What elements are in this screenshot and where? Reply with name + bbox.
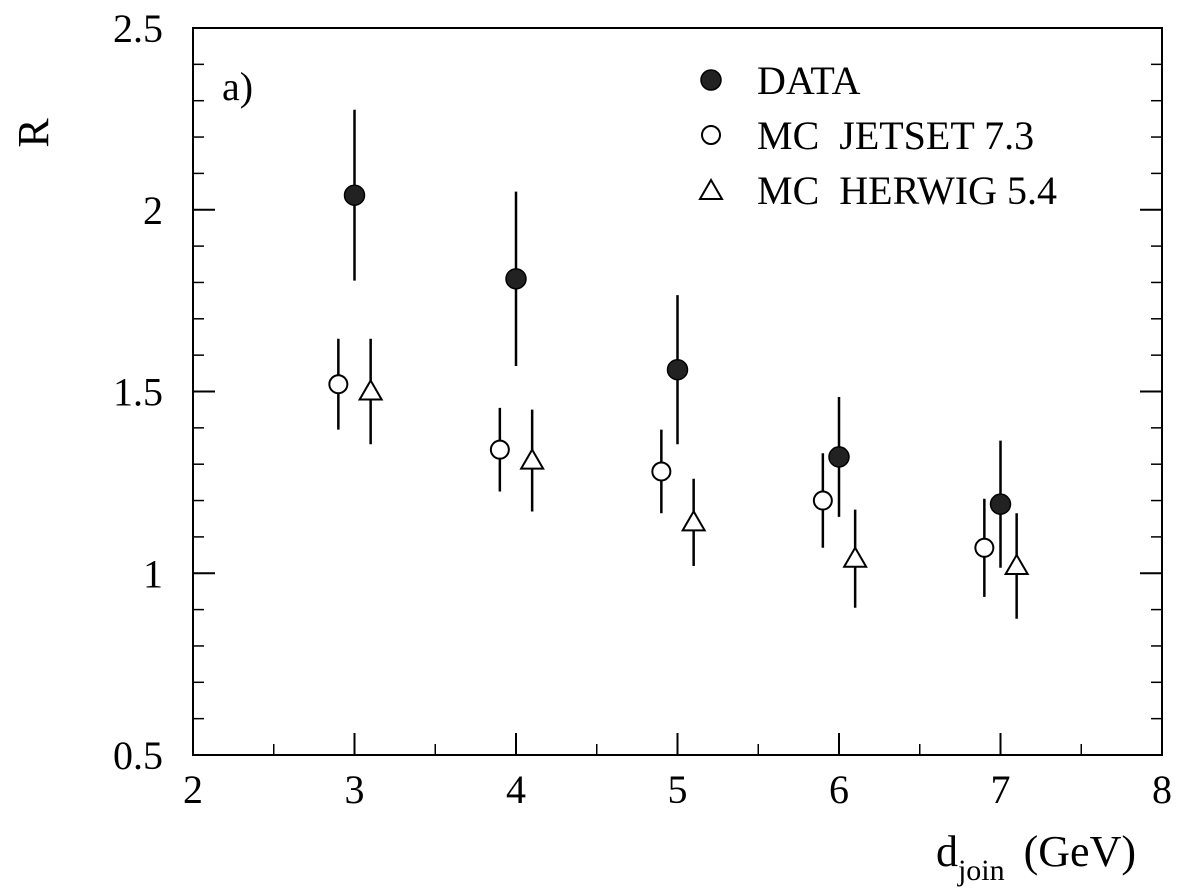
x-tick-label: 7	[991, 767, 1011, 812]
series-1	[343, 109, 1012, 568]
x-axis-ticks: 2 3 4 5 6 7 8	[183, 733, 1172, 812]
x-axis-title-main: d	[936, 827, 958, 876]
x-axis-title-subscript: join	[957, 854, 1005, 887]
legend-marker-filled-circle	[700, 69, 722, 91]
herwig-point	[519, 447, 545, 470]
jetset-point	[812, 490, 833, 511]
legend-label-herwig: MC HERWIG 5.4	[757, 168, 1057, 213]
series-3	[357, 338, 1030, 619]
data-point	[666, 358, 689, 381]
herwig-point	[1003, 552, 1030, 575]
y-tick-label: 0.5	[113, 733, 163, 778]
y-axis-ticks: 0.5 1 1.5 2 2.5	[113, 6, 1162, 778]
jetset-point	[651, 461, 672, 482]
data-point	[505, 268, 527, 290]
jetset-point	[489, 439, 510, 460]
herwig-point	[842, 545, 868, 568]
x-axis-title-spacer	[1013, 827, 1024, 876]
x-tick-label: 4	[506, 767, 526, 812]
legend-marker-open-circle	[701, 125, 721, 145]
panel-label: a)	[222, 64, 253, 109]
x-axis-title: djoin (GeV)	[936, 827, 1136, 887]
jetset-point	[328, 374, 349, 395]
x-tick-label: 5	[668, 767, 688, 812]
x-tick-label: 2	[183, 767, 203, 812]
data-point	[343, 184, 366, 206]
legend-label-jetset: MC JETSET 7.3	[757, 113, 1034, 158]
x-axis-title-unit: (GeV)	[1024, 827, 1136, 876]
y-tick-label: 2	[143, 188, 163, 233]
herwig-point	[680, 509, 707, 532]
x-axis-minor-ticks	[273, 744, 1082, 755]
x-tick-label: 8	[1152, 767, 1172, 812]
legend: DATA MC JETSET 7.3 MC HERWIG 5.4	[698, 58, 1057, 213]
legend-label-data: DATA	[757, 58, 861, 103]
data-point	[828, 446, 850, 468]
x-tick-label: 6	[829, 767, 849, 812]
y-axis-minor-ticks	[193, 63, 1162, 720]
legend-item-herwig: MC HERWIG 5.4	[698, 168, 1057, 213]
jetset-point	[974, 537, 995, 558]
y-tick-label: 1.5	[113, 370, 163, 415]
data-point	[989, 493, 1012, 515]
y-tick-label: 1	[143, 551, 163, 596]
legend-item-data: DATA	[700, 58, 861, 103]
legend-marker-open-triangle	[698, 178, 724, 200]
herwig-point	[357, 378, 384, 401]
data-series	[328, 109, 1030, 619]
legend-item-jetset: MC JETSET 7.3	[701, 113, 1034, 158]
y-tick-label: 2.5	[113, 6, 163, 51]
series-2	[328, 338, 995, 597]
y-axis-title: R	[9, 118, 58, 148]
x-tick-label: 3	[345, 767, 365, 812]
